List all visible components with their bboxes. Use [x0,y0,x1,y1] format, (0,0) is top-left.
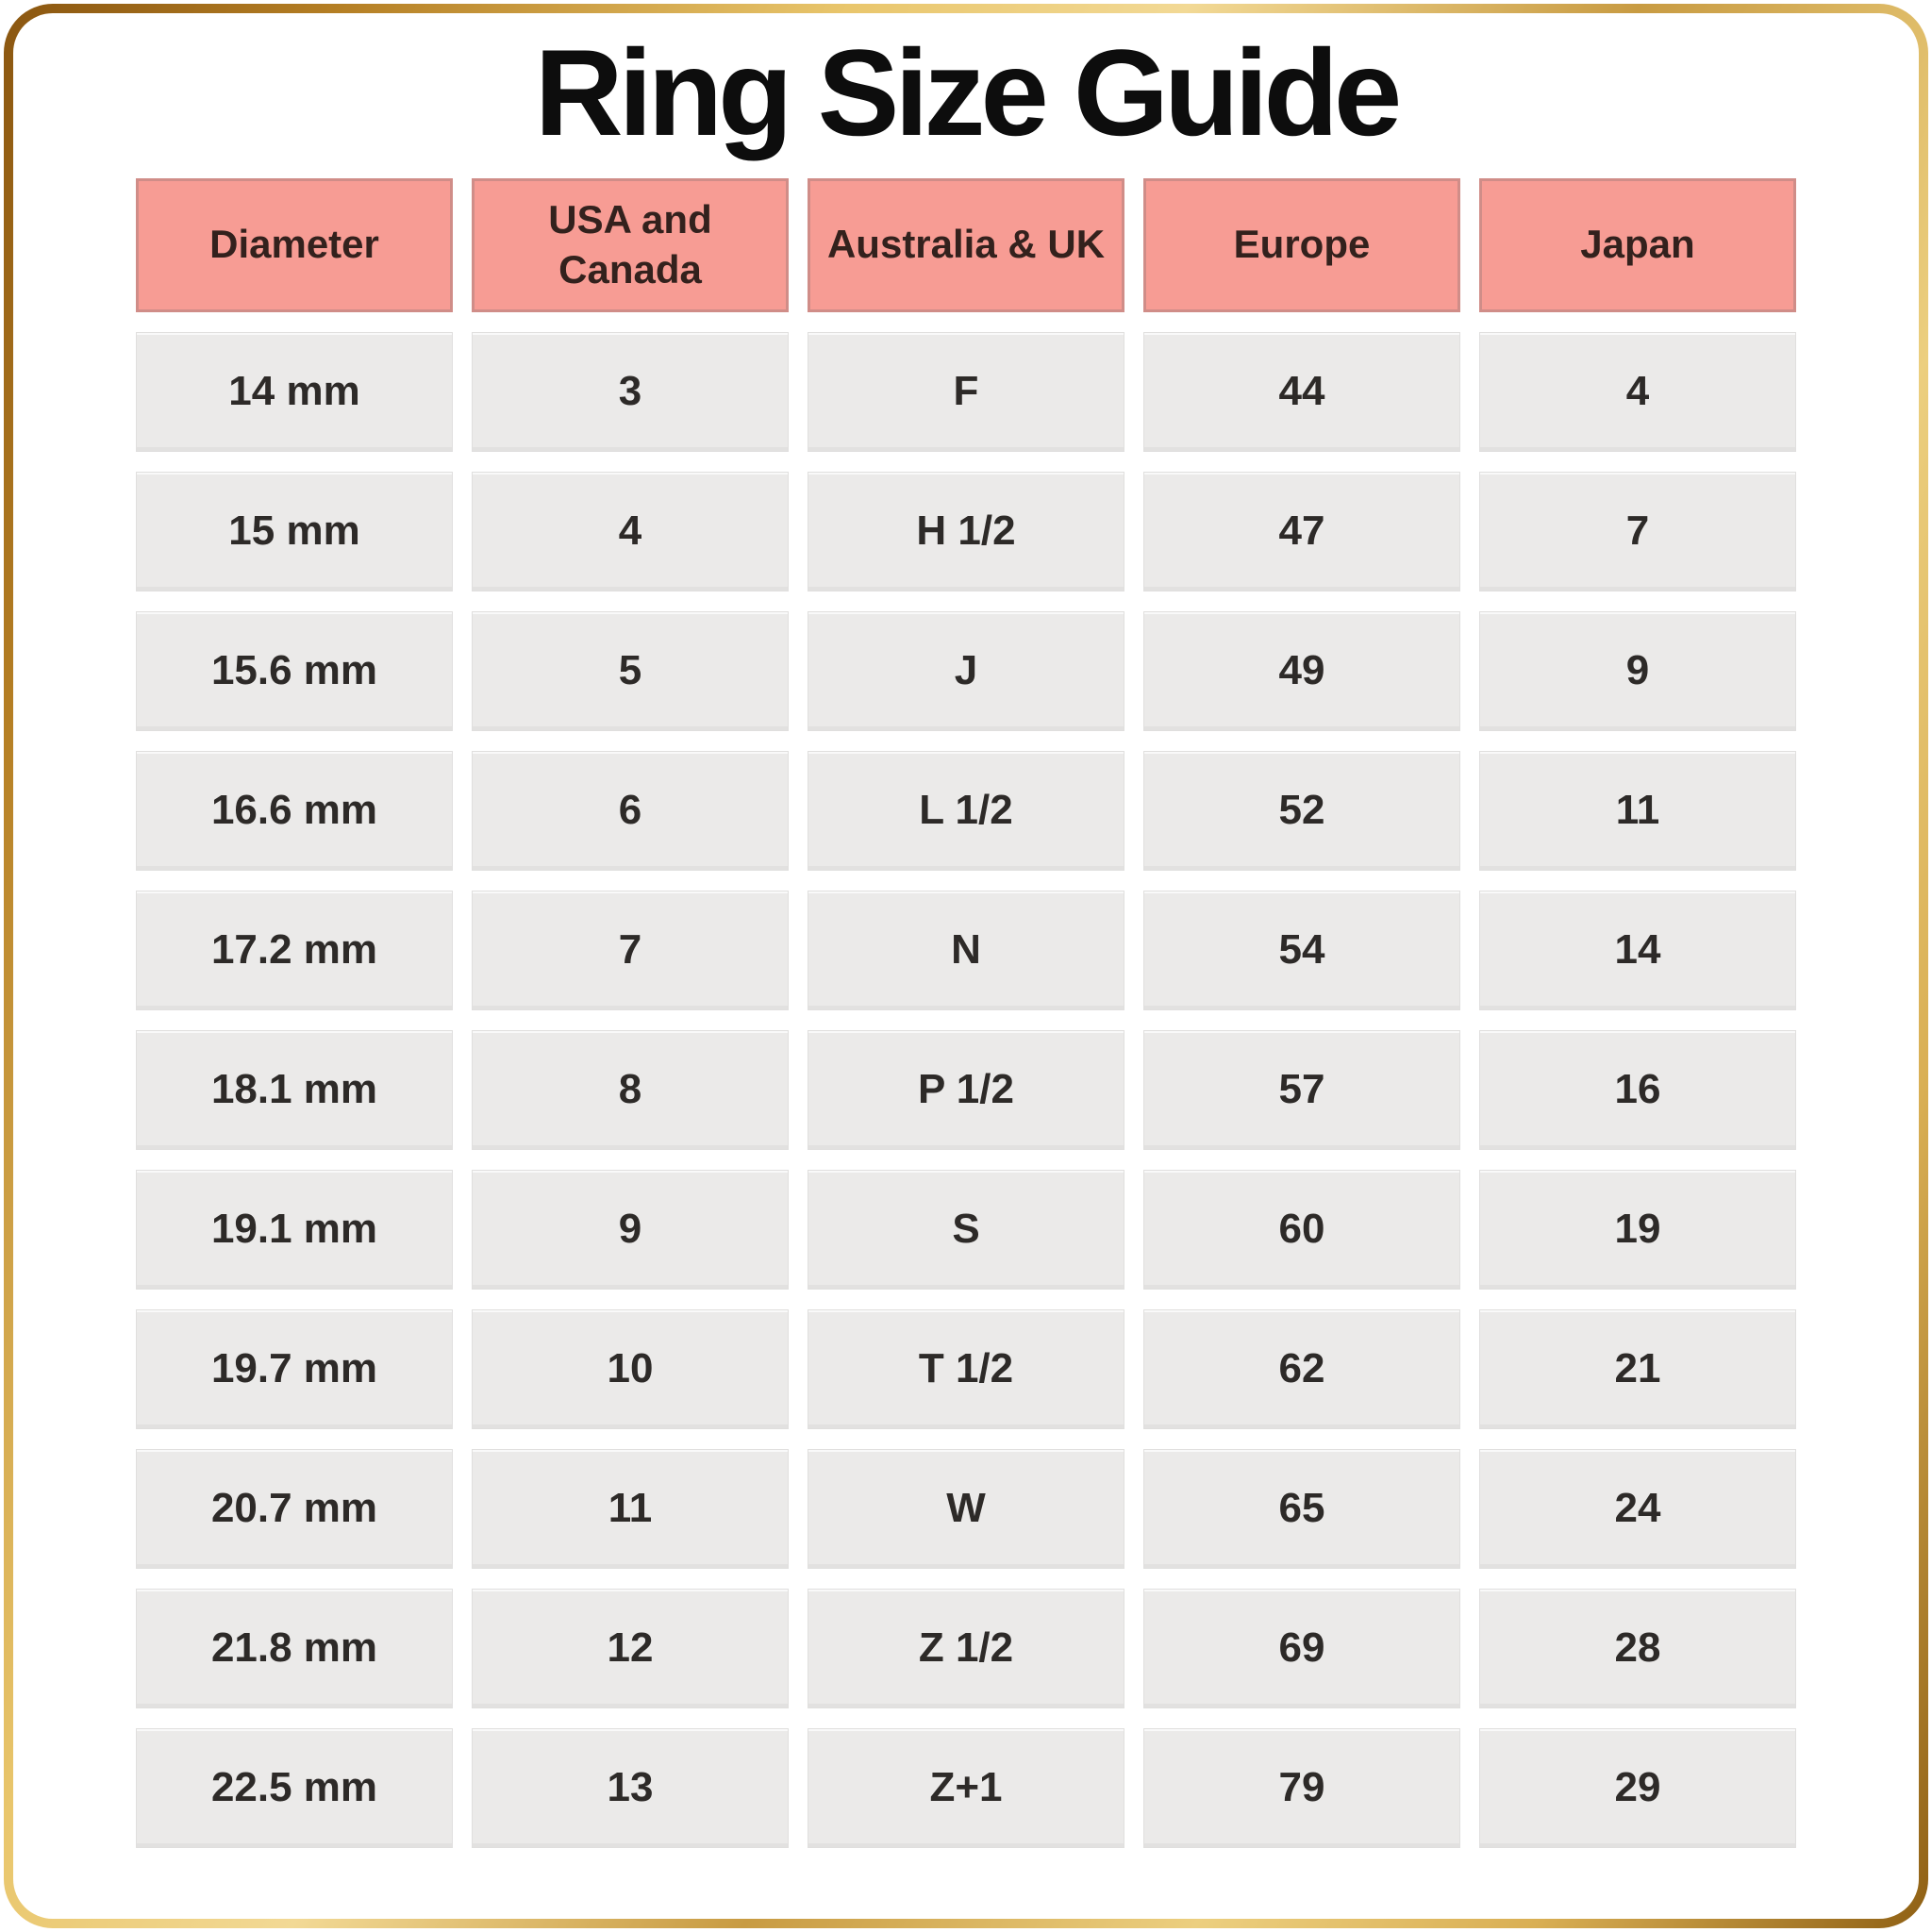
table-cell: 8 [472,1029,789,1150]
table-cell: 22.5 mm [136,1727,453,1848]
table-cell: 28 [1479,1588,1796,1708]
page-background: Ring Size Guide Diameter USA and Canada Au… [13,13,1919,1919]
table-cell: 4 [472,471,789,591]
table-cell: 29 [1479,1727,1796,1848]
table-cell: 12 [472,1588,789,1708]
table-cell: 47 [1143,471,1460,591]
table-cell: T 1/2 [808,1308,1124,1429]
table-cell: 9 [472,1169,789,1290]
table-cell: 10 [472,1308,789,1429]
table-cell: S [808,1169,1124,1290]
table-cell: 9 [1479,610,1796,731]
table-cell: 79 [1143,1727,1460,1848]
table-cell: 57 [1143,1029,1460,1150]
page-title: Ring Size Guide [534,24,1403,161]
table-cell: 16.6 mm [136,750,453,871]
gold-border-frame: Ring Size Guide Diameter USA and Canada Au… [4,4,1928,1928]
table-cell: F [808,331,1124,452]
table-cell: W [808,1448,1124,1569]
header-cell: Australia & UK [808,177,1124,312]
table-cell: 18.1 mm [136,1029,453,1150]
table-cell: 11 [1479,750,1796,871]
table-cell: 17.2 mm [136,890,453,1010]
table-cell: 19.7 mm [136,1308,453,1429]
header-cell: Japan [1479,177,1796,312]
table-cell: 13 [472,1727,789,1848]
table-cell: H 1/2 [808,471,1124,591]
table-cell: 65 [1143,1448,1460,1569]
table-cell: 21 [1479,1308,1796,1429]
table-cell: 7 [472,890,789,1010]
header-cell: USA and Canada [472,177,789,312]
table-cell: 20.7 mm [136,1448,453,1569]
header-cell: Diameter [136,177,453,312]
table-cell: Z 1/2 [808,1588,1124,1708]
table-cell: 69 [1143,1588,1460,1708]
table-cell: 54 [1143,890,1460,1010]
table-cell: 15 mm [136,471,453,591]
table-cell: 7 [1479,471,1796,591]
table-cell: 15.6 mm [136,610,453,731]
table-cell: 6 [472,750,789,871]
table-cell: 19 [1479,1169,1796,1290]
table-cell: N [808,890,1124,1010]
table-cell: 16 [1479,1029,1796,1150]
table-cell: 11 [472,1448,789,1569]
table-cell: P 1/2 [808,1029,1124,1150]
table-cell: 49 [1143,610,1460,731]
table-cell: L 1/2 [808,750,1124,871]
table-cell: 60 [1143,1169,1460,1290]
table-cell: 62 [1143,1308,1460,1429]
table-cell: Z+1 [808,1727,1124,1848]
table-cell: 3 [472,331,789,452]
table-cell: 5 [472,610,789,731]
table-cell: 4 [1479,331,1796,452]
table-cell: 24 [1479,1448,1796,1569]
table-cell: 14 [1479,890,1796,1010]
ring-size-table: Diameter USA and Canada Australia & UK Euro… [136,177,1796,1848]
table-cell: 14 mm [136,331,453,452]
table-cell: 52 [1143,750,1460,871]
table-cell: J [808,610,1124,731]
table-cell: 19.1 mm [136,1169,453,1290]
table-cell: 44 [1143,331,1460,452]
header-cell: Europe [1143,177,1460,312]
table-cell: 21.8 mm [136,1588,453,1708]
